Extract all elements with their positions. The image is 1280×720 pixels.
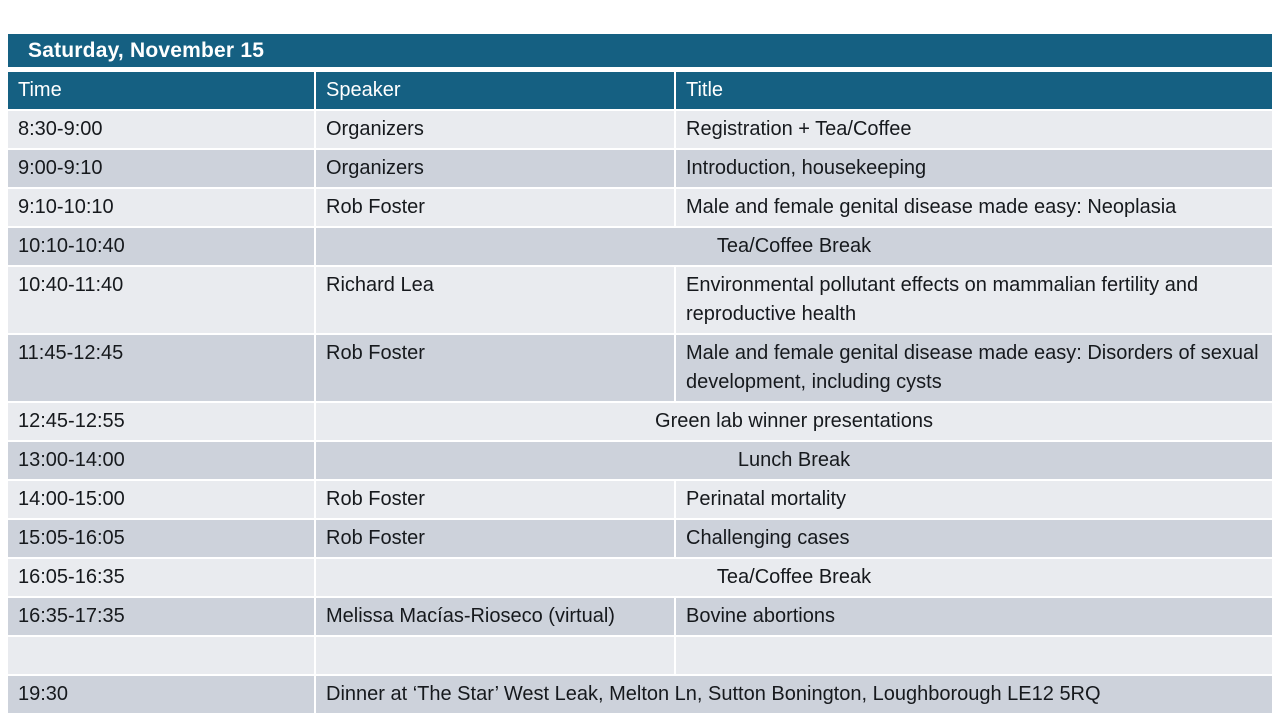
table-row: 15:05-16:05 Rob Foster Challenging cases: [8, 520, 1272, 557]
table-title-bar: Saturday, November 15: [8, 34, 1272, 67]
merged-cell: Tea/Coffee Break: [316, 559, 1272, 596]
title-cell: Male and female genital disease made eas…: [676, 335, 1272, 401]
title-cell: Perinatal mortality: [676, 481, 1272, 518]
table-row: 12:45-12:55 Green lab winner presentation…: [8, 403, 1272, 440]
table-row: 10:10-10:40 Tea/Coffee Break: [8, 228, 1272, 265]
time-cell: 16:05-16:35: [8, 559, 314, 596]
time-cell: 12:45-12:55: [8, 403, 314, 440]
speaker-cell: Richard Lea: [316, 267, 674, 333]
column-header-time: Time: [8, 72, 314, 109]
title-cell: Bovine abortions: [676, 598, 1272, 635]
time-cell: [8, 637, 314, 674]
title-cell: [676, 637, 1272, 674]
title-cell: Challenging cases: [676, 520, 1272, 557]
merged-cell: Green lab winner presentations: [316, 403, 1272, 440]
table-row: 13:00-14:00 Lunch Break: [8, 442, 1272, 479]
speaker-cell: Rob Foster: [316, 481, 674, 518]
title-cell: Registration + Tea/Coffee: [676, 111, 1272, 148]
table-row: 9:10-10:10 Rob Foster Male and female geni…: [8, 189, 1272, 226]
speaker-cell: [316, 637, 674, 674]
table-header-row: Time Speaker Title: [8, 72, 1272, 109]
table-row: 14:00-15:00 Rob Foster Perinatal mortality: [8, 481, 1272, 518]
table-row: [8, 637, 1272, 674]
merged-cell: Tea/Coffee Break: [316, 228, 1272, 265]
speaker-cell: Rob Foster: [316, 335, 674, 401]
table-row: 16:35-17:35 Melissa Macías-Rioseco (virtu…: [8, 598, 1272, 635]
title-cell: Male and female genital disease made eas…: [676, 189, 1272, 226]
time-cell: 10:40-11:40: [8, 267, 314, 333]
table-row: 9:00-9:10 Organizers Introduction, houseke…: [8, 150, 1272, 187]
speaker-cell: Organizers: [316, 150, 674, 187]
table-row: 10:40-11:40 Richard Lea Environmental poll…: [8, 267, 1272, 333]
column-header-speaker: Speaker: [316, 72, 674, 109]
table-row: 19:30 Dinner at ‘The Star’ West Leak, Mel…: [8, 676, 1272, 713]
time-cell: 10:10-10:40: [8, 228, 314, 265]
time-cell: 11:45-12:45: [8, 335, 314, 401]
table-row: 11:45-12:45 Rob Foster Male and female gen…: [8, 335, 1272, 401]
speaker-cell: Melissa Macías-Rioseco (virtual): [316, 598, 674, 635]
table-row: 8:30-9:00 Organizers Registration + Tea/Co…: [8, 111, 1272, 148]
title-cell: Introduction, housekeeping: [676, 150, 1272, 187]
time-cell: 9:00-9:10: [8, 150, 314, 187]
merged-cell: Lunch Break: [316, 442, 1272, 479]
speaker-cell: Organizers: [316, 111, 674, 148]
time-cell: 16:35-17:35: [8, 598, 314, 635]
column-header-title: Title: [676, 72, 1272, 109]
speaker-cell: Rob Foster: [316, 189, 674, 226]
time-cell: 14:00-15:00: [8, 481, 314, 518]
time-cell: 8:30-9:00: [8, 111, 314, 148]
time-cell: 13:00-14:00: [8, 442, 314, 479]
time-cell: 15:05-16:05: [8, 520, 314, 557]
time-cell: 19:30: [8, 676, 314, 713]
table-body: 8:30-9:00 Organizers Registration + Tea/Co…: [8, 111, 1272, 713]
time-cell: 9:10-10:10: [8, 189, 314, 226]
speaker-cell: Rob Foster: [316, 520, 674, 557]
schedule-table: Saturday, November 15 Time Speaker Title…: [8, 34, 1272, 713]
table-row: 16:05-16:35 Tea/Coffee Break: [8, 559, 1272, 596]
title-cell: Environmental pollutant effects on mamma…: [676, 267, 1272, 333]
merged-cell: Dinner at ‘The Star’ West Leak, Melton L…: [316, 676, 1272, 713]
